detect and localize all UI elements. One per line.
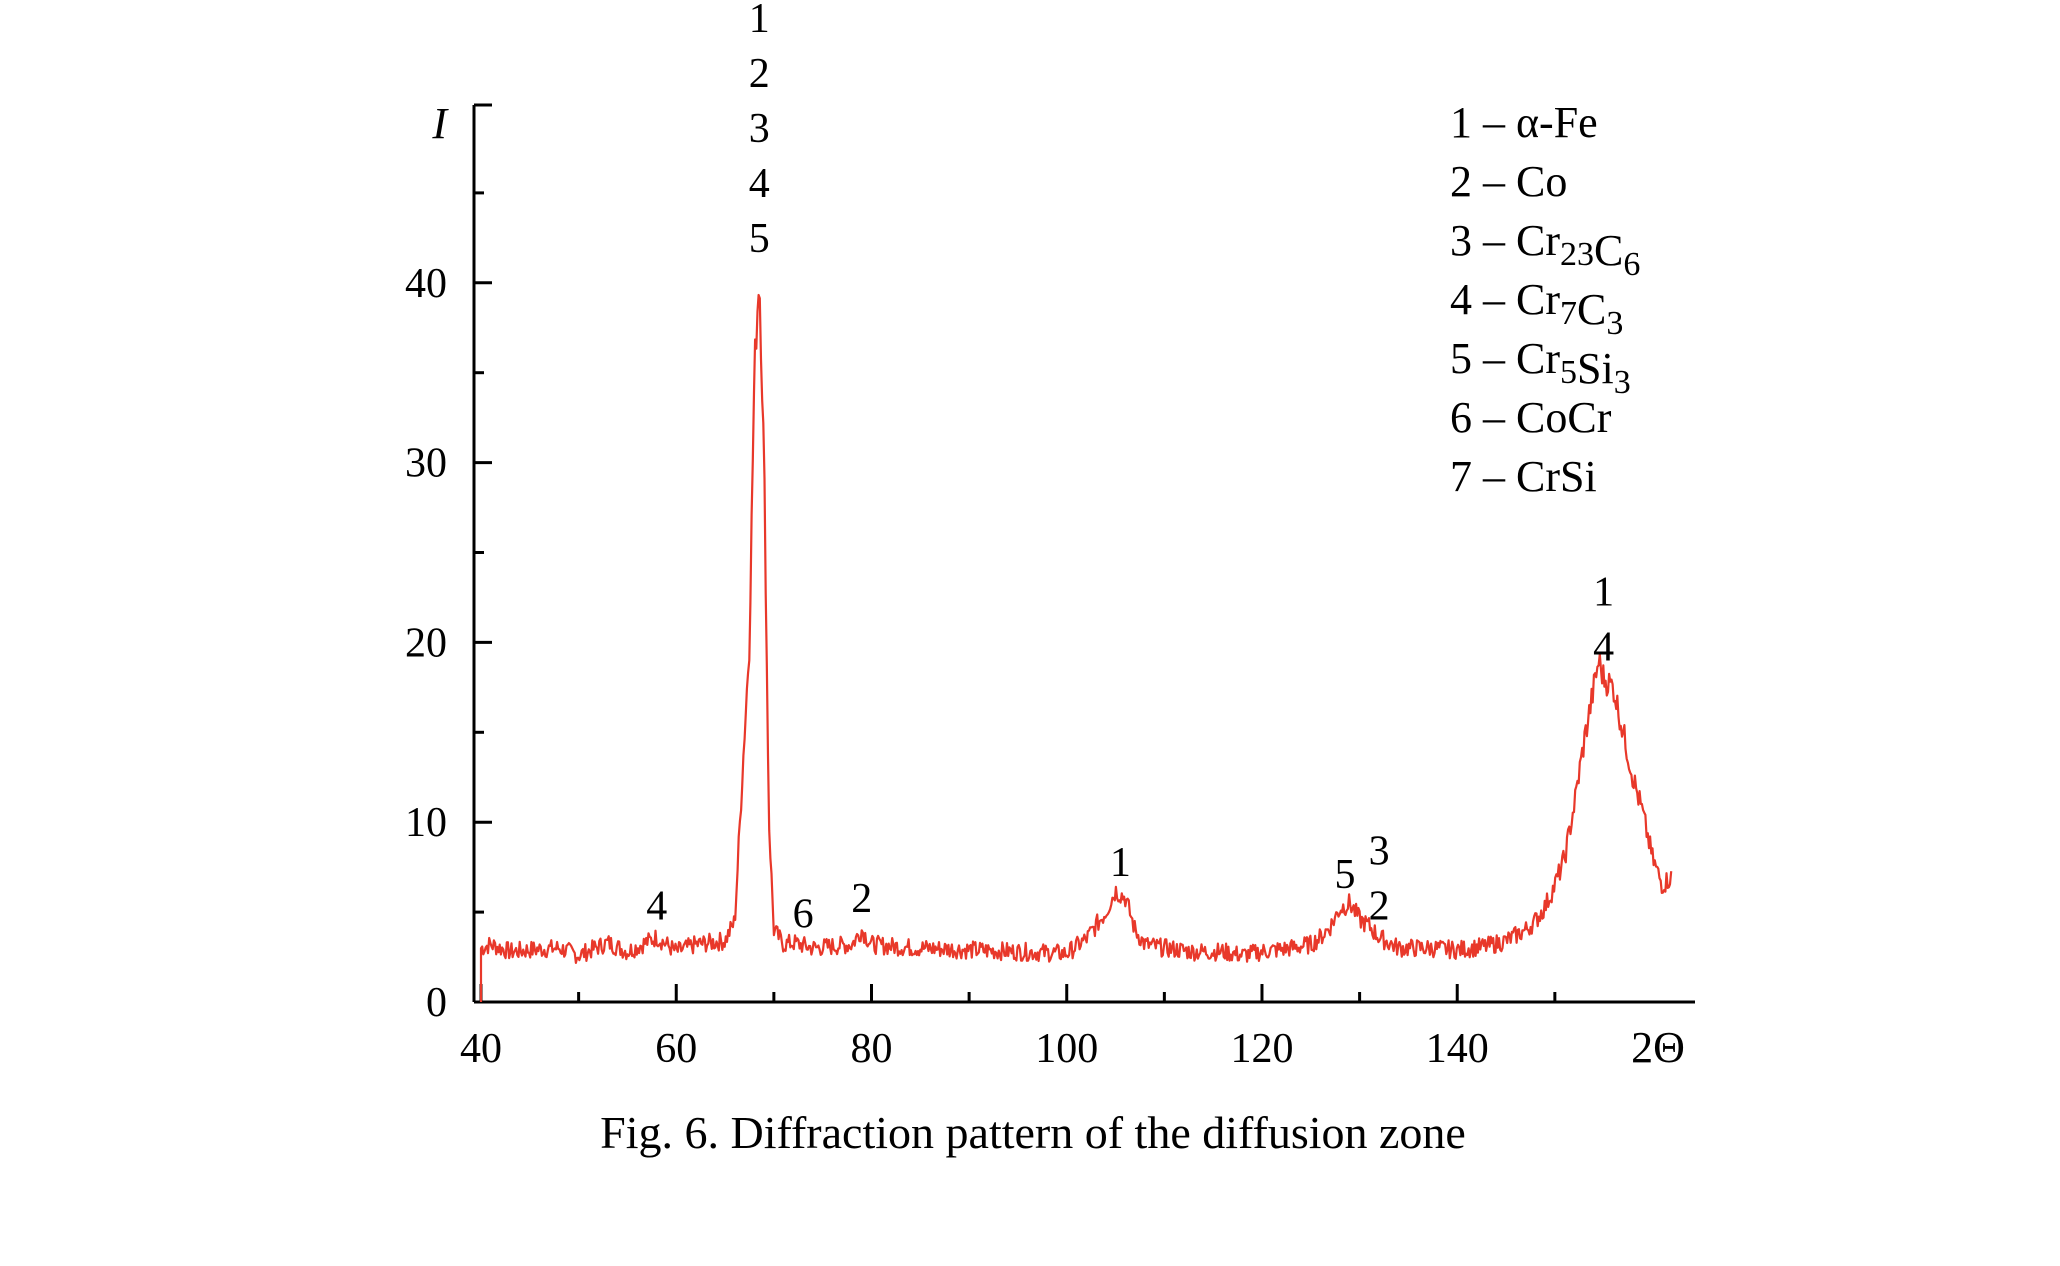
legend-entry: 5 – Cr5Si3 — [1450, 334, 1631, 401]
legend-entry: 2 – Co — [1450, 157, 1567, 206]
legend-entry: 4 – Cr7C3 — [1450, 275, 1623, 342]
peak-label: 4 — [1593, 624, 1614, 670]
legend-entry: 7 – CrSi — [1450, 452, 1597, 501]
legend-entry: 3 – Cr23C6 — [1450, 216, 1640, 283]
x-tick-label: 60 — [655, 1026, 697, 1072]
peak-label: 6 — [793, 891, 814, 937]
x-axis-label: 2Θ — [1631, 1023, 1685, 1072]
x-tick-label: 120 — [1230, 1026, 1293, 1072]
peak-label: 4 — [749, 161, 770, 207]
axis-ticks — [474, 191, 1557, 1004]
legend-entry: 1 – α-Fe — [1450, 98, 1598, 147]
x-tick-label: 40 — [460, 1026, 502, 1072]
diffraction-curve — [479, 293, 1673, 1002]
peak-label: 1 — [749, 0, 770, 42]
x-tick-label: 140 — [1426, 1026, 1489, 1072]
peak-label: 5 — [1334, 852, 1355, 898]
peak-label: 3 — [1369, 828, 1390, 874]
y-tick-label: 40 — [405, 261, 447, 307]
y-tick-label: 20 — [405, 620, 447, 666]
peak-label: 1 — [1593, 569, 1614, 615]
legend-entry: 6 – CoCr — [1450, 393, 1612, 442]
x-tick-label: 100 — [1035, 1026, 1098, 1072]
figure-caption: Fig. 6. Diffraction pattern of the diffu… — [600, 1107, 1466, 1158]
y-axis-label: I — [431, 99, 449, 148]
y-tick-label: 10 — [405, 800, 447, 846]
peak-label: 2 — [851, 876, 872, 922]
peak-label: 2 — [1369, 883, 1390, 929]
y-tick-label: 0 — [426, 980, 447, 1026]
peak-label: 5 — [749, 216, 770, 262]
peak-label: 1 — [1110, 840, 1131, 886]
peak-label: 4 — [646, 883, 667, 929]
x-tick-label: 80 — [850, 1026, 892, 1072]
axis-tick-labels: 0 10 20 30 40 40 60 80 100 120 140 — [405, 261, 1489, 1072]
y-tick-label: 30 — [405, 441, 447, 487]
peak-label: 2 — [749, 51, 770, 97]
peak-label: 3 — [749, 106, 770, 152]
